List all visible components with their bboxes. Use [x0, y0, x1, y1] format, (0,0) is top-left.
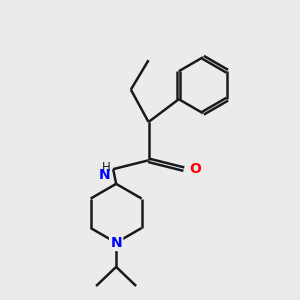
- Text: N: N: [99, 168, 110, 182]
- Text: N: N: [110, 236, 122, 250]
- Text: O: O: [189, 162, 201, 176]
- Text: H: H: [101, 161, 110, 174]
